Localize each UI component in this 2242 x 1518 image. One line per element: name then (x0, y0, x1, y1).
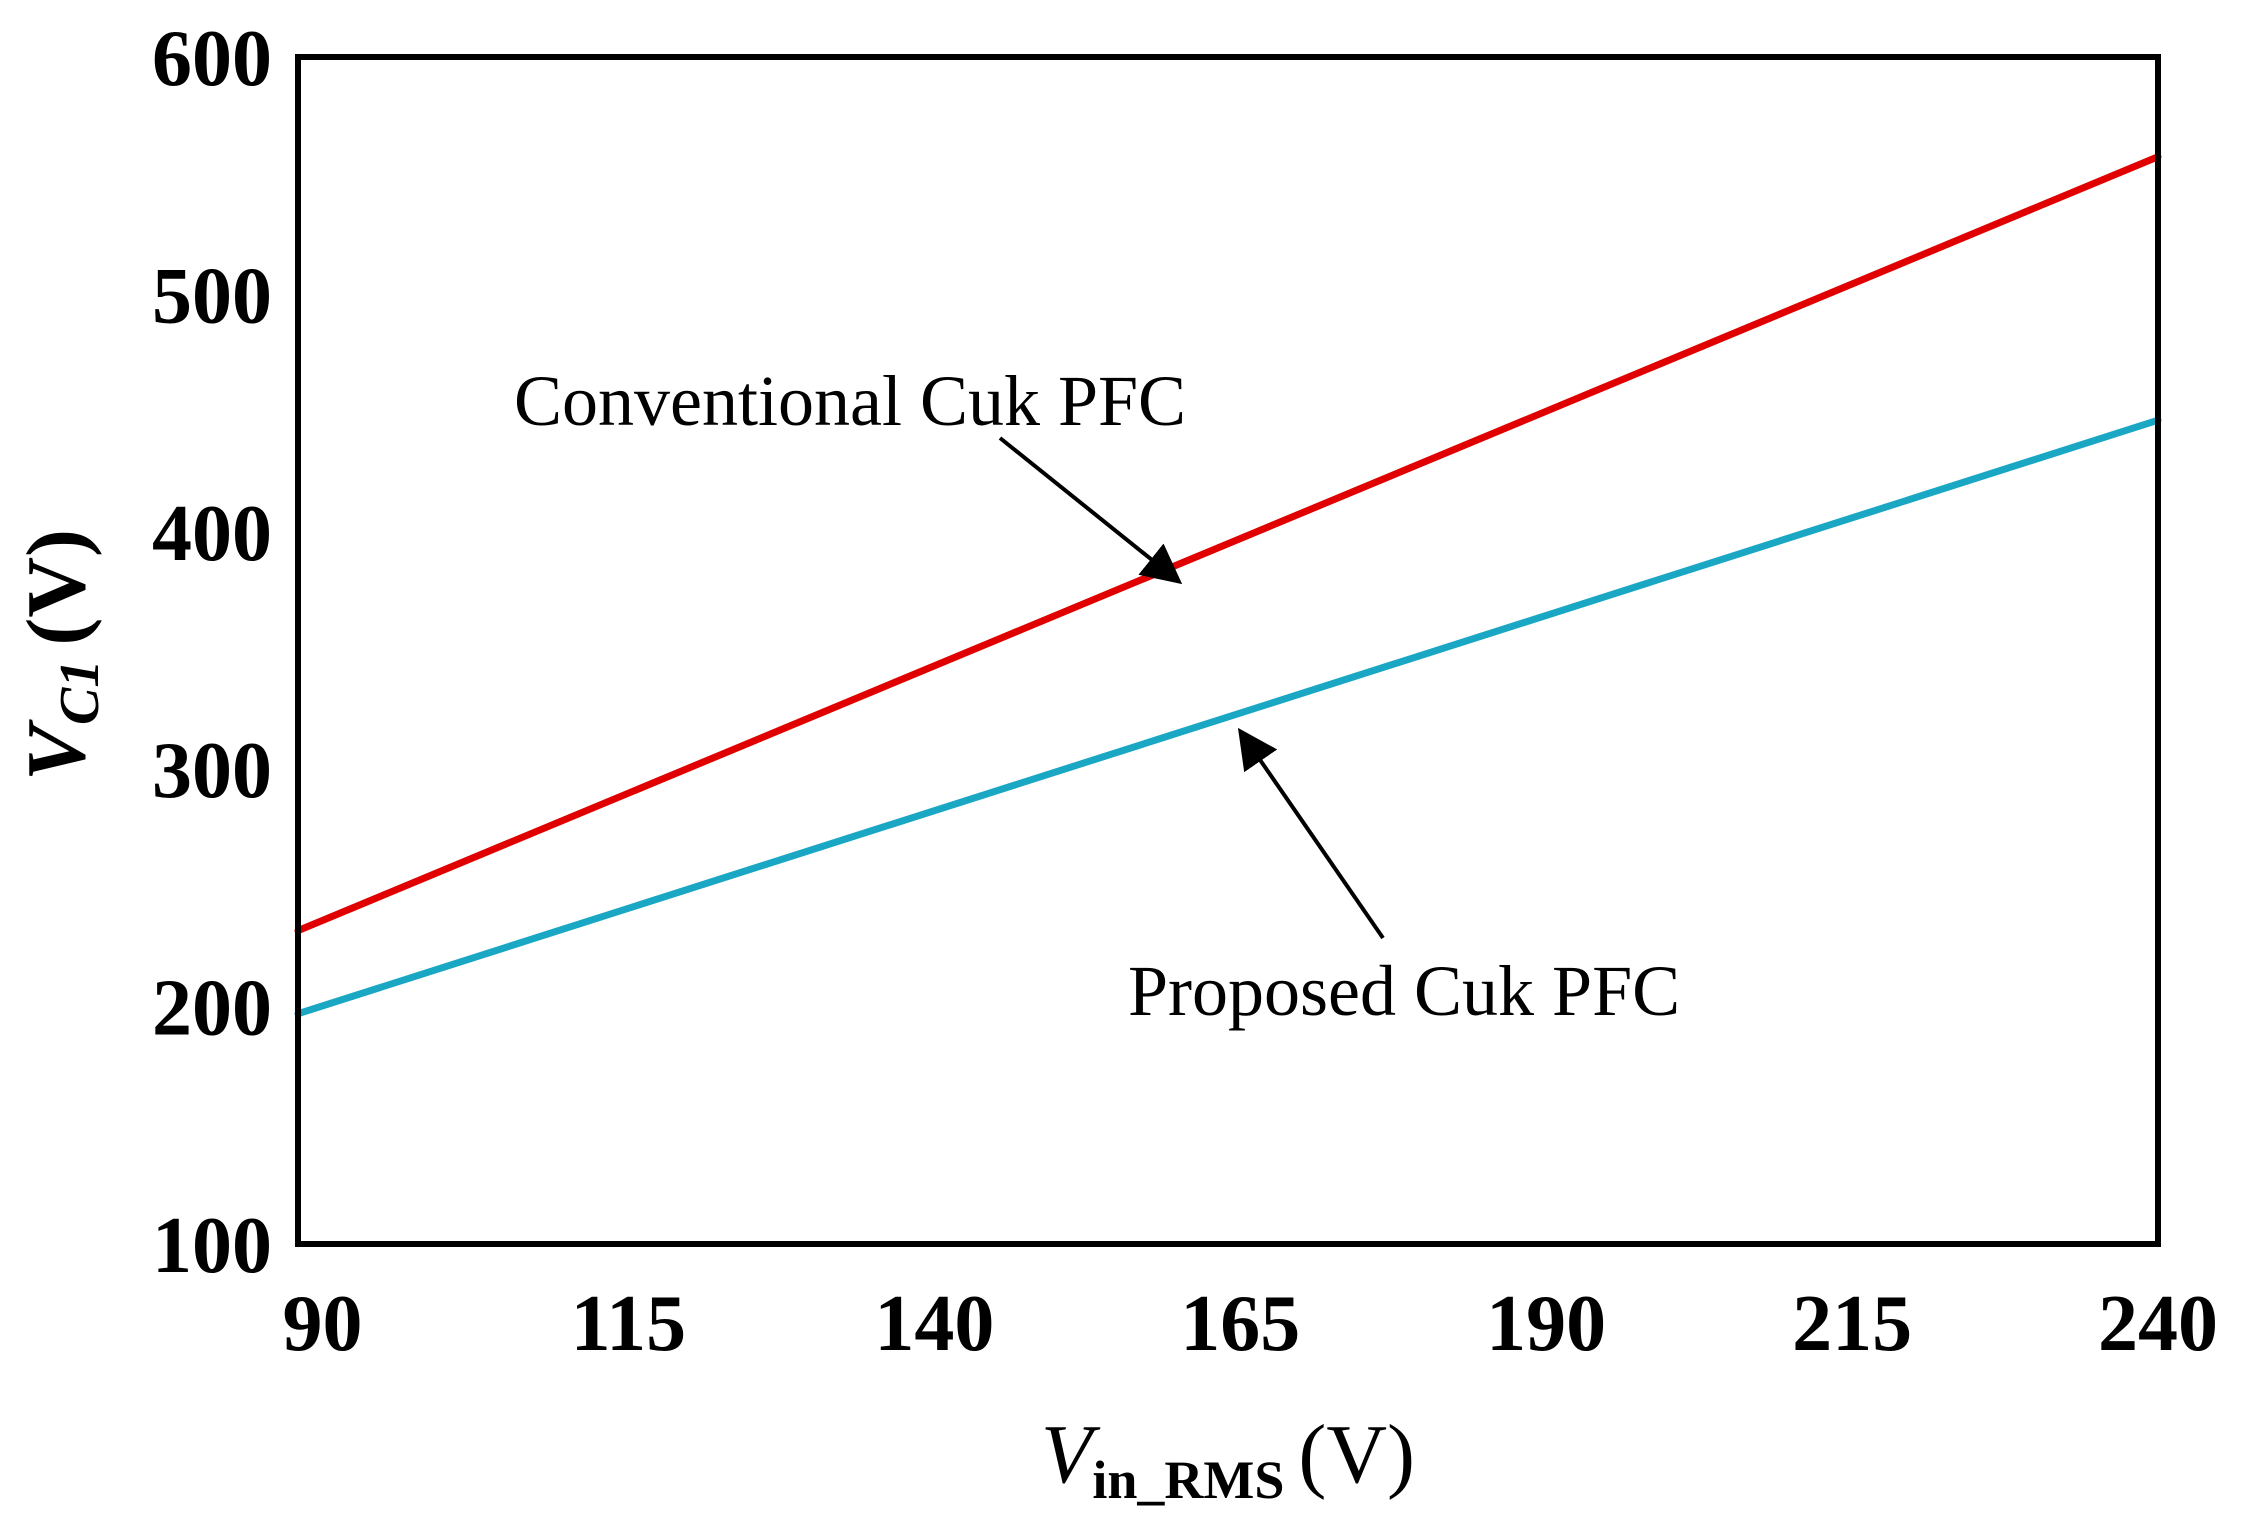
annotation-layer: Conventional Cuk PFC Proposed Cuk PFC (514, 361, 1680, 1031)
y-tick-label: 500 (152, 252, 272, 340)
annotation-label-conventional: Conventional Cuk PFC (514, 361, 1186, 441)
y-axis-ticks: 100 200 300 400 500 600 (152, 15, 272, 1290)
y-tick-label: 400 (152, 490, 272, 578)
x-tick-label: 215 (1792, 1280, 1912, 1368)
y-axis-label-unit: (V) (10, 529, 103, 646)
x-axis-label-main: V (1041, 1408, 1101, 1501)
y-tick-label: 600 (152, 15, 272, 103)
annotation-label-proposed: Proposed Cuk PFC (1128, 951, 1680, 1031)
y-axis-label-sub: C1 (49, 660, 111, 725)
x-tick-label: 240 (2098, 1280, 2218, 1368)
annotation-arrow-proposed (1237, 727, 1385, 940)
y-axis-label-main: V (10, 719, 103, 781)
y-tick-label: 200 (152, 965, 272, 1053)
series-line-conventional (294, 153, 2162, 935)
series-layer (294, 153, 2162, 1018)
x-tick-label: 165 (1180, 1280, 1300, 1368)
annotation-arrow-conventional (998, 436, 1183, 585)
x-tick-label: 140 (874, 1280, 994, 1368)
x-axis-label-sub: in_RMS (1092, 1450, 1284, 1510)
plot-area-frame (295, 54, 2161, 1247)
y-tick-label: 100 (152, 1202, 272, 1290)
x-tick-label: 90 (282, 1280, 362, 1368)
series-line-proposed (294, 416, 2162, 1018)
x-axis-label: Vin_RMS (V) (1041, 1408, 1415, 1510)
x-tick-label: 115 (571, 1280, 687, 1368)
x-axis-ticks: 90 115 140 165 190 215 240 (282, 1280, 2218, 1368)
y-tick-label: 300 (152, 727, 272, 815)
x-tick-label: 190 (1486, 1280, 1606, 1368)
y-axis-label: VC1 (V) (10, 529, 111, 781)
x-axis-label-unit: (V) (1298, 1408, 1415, 1501)
